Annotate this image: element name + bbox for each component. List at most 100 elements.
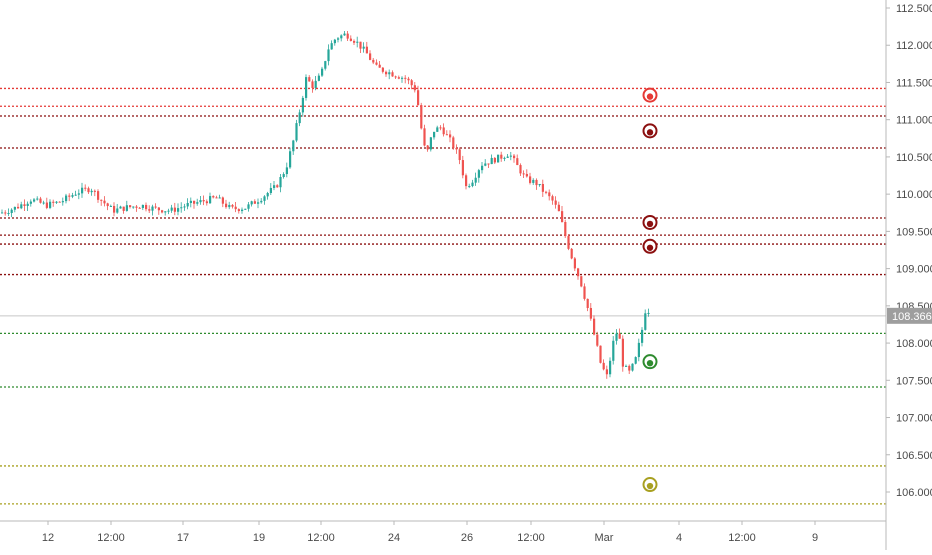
candle-body	[525, 173, 528, 177]
x-tick-label: 12:00	[517, 532, 545, 544]
candle-body	[39, 198, 42, 203]
candle-body	[631, 363, 634, 371]
candle-body	[647, 312, 650, 314]
candle-body	[225, 203, 228, 208]
candle-body	[260, 200, 263, 203]
candle-body	[545, 191, 548, 193]
y-tick-label: 109.500	[896, 226, 932, 238]
candle-body	[333, 39, 336, 44]
candle-body	[583, 286, 586, 299]
candle-body	[557, 204, 560, 212]
candle-body	[381, 67, 384, 72]
candle-body	[609, 360, 612, 375]
target-marker-dot	[646, 220, 654, 228]
candle-body	[599, 345, 602, 363]
y-tick-label: 110.500	[896, 152, 932, 164]
candle-body	[189, 200, 192, 203]
candle-body	[356, 41, 359, 43]
y-tick-label: 107.000	[896, 413, 932, 425]
candle-body	[228, 204, 231, 208]
candle-body	[241, 209, 244, 212]
candle-body	[561, 211, 564, 223]
candle-body	[362, 46, 365, 49]
candle-body	[637, 342, 640, 358]
candle-body	[161, 210, 164, 213]
candle-body	[135, 206, 138, 208]
candle-body	[343, 33, 346, 36]
candle-body	[244, 208, 247, 210]
candle-body	[116, 208, 119, 213]
candle-body	[148, 209, 151, 211]
candle-body	[215, 197, 218, 199]
y-tick-label: 107.500	[896, 375, 932, 387]
candle-body	[173, 207, 176, 212]
candle-body	[205, 201, 208, 204]
candle-body	[196, 202, 199, 204]
candle-body	[295, 123, 298, 141]
candle-body	[365, 46, 368, 54]
candle-body	[471, 182, 474, 187]
candle-body	[577, 268, 580, 277]
candle-body	[621, 338, 624, 367]
candle-body	[193, 200, 196, 204]
candle-body	[442, 127, 445, 135]
last-price-badge-bg	[887, 307, 932, 324]
candle-body	[33, 199, 36, 202]
candle-body	[17, 206, 20, 209]
candle-body	[420, 105, 423, 129]
candle-body	[481, 165, 484, 171]
x-axis-ticks: 12 12:00 17 19 12:00 24 26 12:00 Mar 4 12:00 9	[42, 521, 818, 544]
candle-body	[458, 149, 461, 161]
candle-body	[119, 206, 122, 209]
candle-body	[644, 313, 647, 330]
candle-body	[439, 127, 442, 129]
candle-body	[436, 127, 439, 132]
candle-body	[410, 80, 413, 86]
candle-body	[42, 202, 45, 204]
candle-body	[567, 236, 570, 249]
candle-body	[522, 173, 525, 175]
x-tick-label: 12	[42, 532, 54, 544]
target-marker-dot	[646, 129, 654, 136]
candle-body	[103, 200, 106, 204]
candle-body	[349, 38, 352, 41]
last-price-label: 108.366	[892, 311, 932, 323]
x-tick-label: 19	[253, 532, 265, 544]
candle-body	[500, 154, 503, 159]
candle-body	[90, 190, 93, 193]
candle-body	[285, 167, 288, 175]
candle-body	[183, 206, 186, 208]
candle-body	[13, 206, 16, 210]
candle-body	[237, 209, 240, 212]
candle-body	[279, 177, 282, 188]
candle-body	[77, 193, 80, 195]
candle-body	[253, 201, 256, 204]
candle-body	[221, 197, 224, 204]
candle-body	[164, 211, 167, 213]
candle-body	[23, 204, 26, 206]
candle-body	[250, 201, 253, 205]
candle-body	[628, 365, 631, 371]
candle-body	[154, 206, 157, 208]
candle-body	[212, 196, 215, 198]
x-tick-label: Mar	[595, 532, 614, 544]
candle-body	[391, 72, 394, 77]
candle-body	[452, 137, 455, 148]
candle-body	[74, 194, 77, 196]
candle-body	[20, 204, 23, 209]
candle-body	[330, 43, 333, 50]
candle-body	[55, 201, 58, 203]
x-tick-label: 12:00	[728, 532, 756, 544]
target-marker-dot	[646, 93, 654, 100]
candle-body	[487, 163, 490, 165]
candle-body	[84, 187, 87, 189]
candle-body	[65, 195, 68, 202]
target-markers	[642, 87, 658, 493]
candle-body	[580, 276, 583, 287]
y-tick-label: 111.500	[896, 77, 932, 89]
candle-body	[247, 204, 250, 209]
candle-body	[289, 151, 292, 168]
candle-body	[346, 33, 349, 39]
candle-body	[353, 40, 356, 43]
candle-body	[113, 205, 116, 213]
